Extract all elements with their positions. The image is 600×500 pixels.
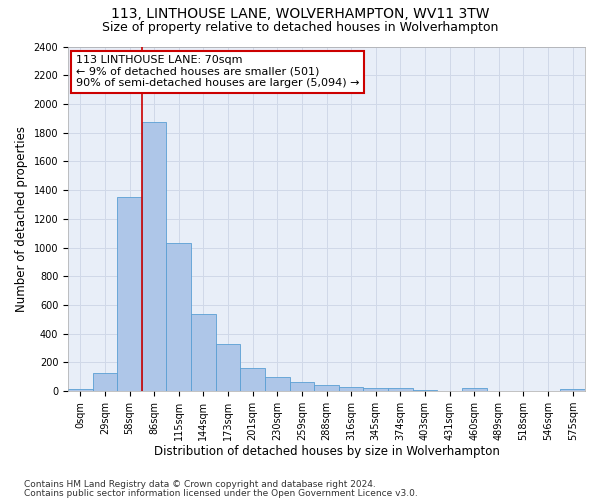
Bar xyxy=(241,368,265,391)
Bar xyxy=(142,122,166,391)
Bar xyxy=(462,388,487,391)
Bar xyxy=(290,382,314,391)
Bar xyxy=(166,243,191,391)
Bar xyxy=(216,344,241,391)
Bar xyxy=(364,388,388,391)
Bar xyxy=(92,373,117,391)
Bar xyxy=(388,388,413,391)
Text: Contains public sector information licensed under the Open Government Licence v3: Contains public sector information licen… xyxy=(24,490,418,498)
Text: 113, LINTHOUSE LANE, WOLVERHAMPTON, WV11 3TW: 113, LINTHOUSE LANE, WOLVERHAMPTON, WV11… xyxy=(111,8,489,22)
Bar xyxy=(191,314,216,391)
Text: Size of property relative to detached houses in Wolverhampton: Size of property relative to detached ho… xyxy=(102,21,498,34)
Bar xyxy=(314,386,339,391)
Bar xyxy=(117,198,142,391)
Text: Contains HM Land Registry data © Crown copyright and database right 2024.: Contains HM Land Registry data © Crown c… xyxy=(24,480,376,489)
X-axis label: Distribution of detached houses by size in Wolverhampton: Distribution of detached houses by size … xyxy=(154,444,499,458)
Text: 113 LINTHOUSE LANE: 70sqm
← 9% of detached houses are smaller (501)
90% of semi-: 113 LINTHOUSE LANE: 70sqm ← 9% of detach… xyxy=(76,55,359,88)
Y-axis label: Number of detached properties: Number of detached properties xyxy=(15,126,28,312)
Bar xyxy=(413,390,437,391)
Bar xyxy=(339,387,364,391)
Bar xyxy=(68,389,92,391)
Bar xyxy=(560,389,585,391)
Bar xyxy=(265,377,290,391)
